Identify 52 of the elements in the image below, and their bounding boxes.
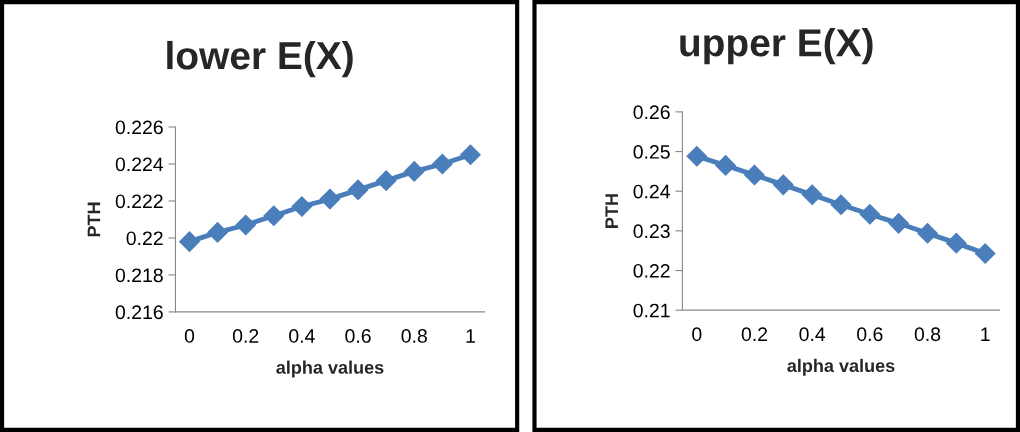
x-tick-label: 0 <box>184 329 195 343</box>
y-tick-label: 0.22 <box>633 263 670 278</box>
x-tick-label: 0.4 <box>799 327 826 342</box>
point <box>263 205 285 227</box>
point <box>460 144 481 166</box>
x-tick-label: 0.2 <box>232 329 259 343</box>
point <box>946 232 967 254</box>
point <box>432 153 453 175</box>
point <box>801 184 823 206</box>
point <box>859 203 881 225</box>
x-tick-label: 0.6 <box>345 329 371 343</box>
y-tick-label: 0.224 <box>115 157 164 172</box>
y-tick-label: 0.24 <box>633 184 671 199</box>
chart-title: lower E(X) <box>167 40 353 78</box>
x-tick-label: 0.2 <box>741 327 768 342</box>
point <box>375 170 397 191</box>
x-tick-label: 1 <box>466 329 475 343</box>
x-tick-label: 0.8 <box>914 327 941 342</box>
point <box>917 222 938 244</box>
x-axis-title: alpha values <box>276 360 384 378</box>
y-tick-label: 0.25 <box>633 145 670 159</box>
y-tick-label: 0.218 <box>115 268 163 283</box>
y-tick-label: 0.26 <box>633 105 670 120</box>
point <box>403 161 425 182</box>
x-tick-label: 0.4 <box>289 329 315 343</box>
x-tick-label: 0.6 <box>857 327 883 342</box>
point <box>772 174 794 196</box>
y-tick-label: 0.21 <box>633 303 670 318</box>
y-axis-title: PTH <box>605 194 618 228</box>
point <box>715 155 736 176</box>
x-tick-label: 1 <box>981 327 990 341</box>
x-tick-label: 0 <box>692 327 702 342</box>
point <box>179 231 200 252</box>
y-tick-label: 0.222 <box>115 194 163 209</box>
point <box>319 188 341 210</box>
y-tick-label: 0.216 <box>115 305 163 320</box>
y-tick-label: 0.23 <box>633 224 670 239</box>
point <box>974 243 996 264</box>
y-tick-label: 0.226 <box>115 120 163 135</box>
point <box>830 194 852 216</box>
point <box>235 214 257 236</box>
point <box>291 196 313 217</box>
point <box>686 145 708 167</box>
point <box>744 164 765 186</box>
point <box>888 212 910 234</box>
chart-title: upper E(X) <box>680 27 873 65</box>
point <box>347 179 369 201</box>
x-tick-label: 0.8 <box>401 329 427 343</box>
x-axis-title: alpha values <box>787 358 895 376</box>
y-axis-title: PTH <box>87 202 101 237</box>
point <box>207 222 228 243</box>
y-tick-label: 0.22 <box>126 231 163 246</box>
